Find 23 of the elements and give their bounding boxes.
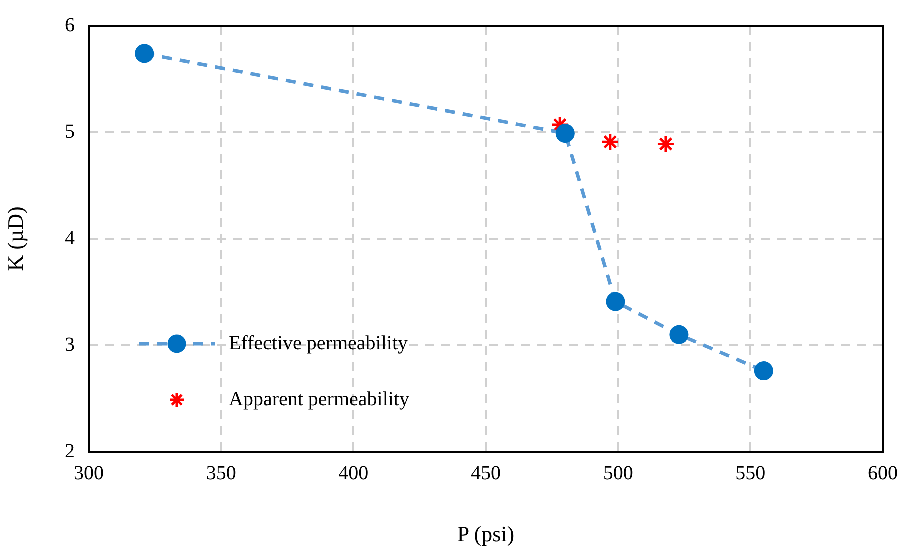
point [754,362,774,381]
legend-label: Apparent permeability [229,388,410,410]
y-tick-label: 5 [65,120,75,143]
x-tick-label: 500 [603,462,634,484]
point [670,325,689,344]
y-axis-title: K (µD) [2,206,28,272]
point [601,132,620,152]
legend-label: Effective permeability [229,332,408,354]
y-tick-label: 2 [65,440,75,462]
x-axis-title: P (psi) [457,522,515,547]
x-tick-label: 400 [338,462,369,484]
y-tick-label: 4 [65,227,75,250]
point [606,292,626,312]
x-tick-label: 450 [471,462,501,484]
point [656,134,676,154]
x-tick-label: 350 [206,462,236,484]
y-tick-label: 6 [65,14,75,36]
x-tick-label: 600 [868,462,898,484]
point [135,44,154,64]
x-tick-label: 300 [74,462,104,484]
point [556,124,575,144]
x-tick-label: 550 [736,462,766,484]
y-tick-label: 3 [65,334,75,356]
